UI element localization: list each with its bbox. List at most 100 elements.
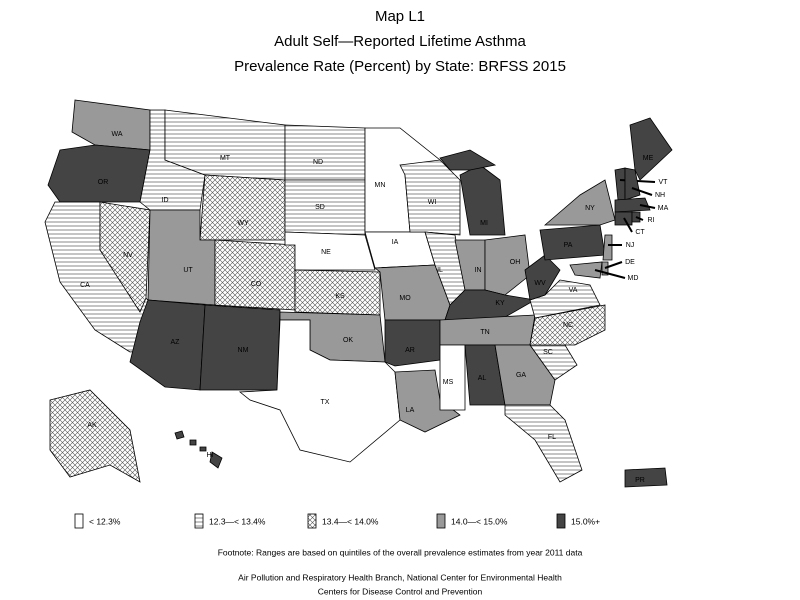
state-label: NV [123, 252, 133, 259]
state-label: WV [534, 280, 546, 287]
state-label: ID [162, 197, 169, 204]
footnote: Footnote: Ranges are based on quintiles … [218, 547, 583, 557]
state [494, 344, 556, 406]
state-label: TX [321, 399, 330, 406]
state-label: AK [87, 422, 97, 429]
state [47, 144, 151, 203]
state-label: OR [98, 179, 109, 186]
state-label: OH [510, 259, 521, 266]
state [49, 389, 141, 483]
state-label: NJ [626, 242, 635, 249]
state-label: WY [237, 220, 249, 227]
state [439, 344, 466, 411]
state-label: CO [251, 281, 262, 288]
states: WA OR CA NV ID MT WY UT CO AZ NM ND SD NE KS OK TX MN IA MO… [44, 99, 673, 488]
state [99, 201, 151, 313]
state-label: GA [516, 372, 526, 379]
legend-label: 13.4—< 14.0% [322, 516, 379, 526]
leader-line [639, 204, 656, 209]
state-label: NH [655, 192, 665, 199]
state [189, 439, 197, 446]
state-label: MT [220, 155, 231, 162]
state-label: VA [569, 287, 578, 294]
state-label: MA [658, 205, 669, 212]
state [284, 179, 366, 236]
state-label: MO [399, 295, 411, 302]
title: Adult Self—Reported Lifetime Asthma [274, 33, 526, 50]
state-label: ME [643, 155, 654, 162]
state-label: PR [635, 477, 645, 484]
state-label: MI [480, 220, 488, 227]
state-label: PA [564, 242, 573, 249]
state-label: TN [480, 329, 489, 336]
credit: Air Pollution and Respiratory Health Bra… [238, 572, 562, 582]
state-label: NY [585, 205, 595, 212]
state [624, 467, 668, 488]
state-label: OK [343, 337, 353, 344]
state-label: WA [111, 131, 122, 138]
state-label: CT [635, 229, 645, 236]
state [629, 117, 673, 181]
state [539, 224, 606, 261]
state [199, 446, 207, 452]
state-label: DE [625, 259, 635, 266]
state-label: FL [548, 434, 556, 441]
state-label: RI [648, 217, 655, 224]
state-label: KS [335, 293, 345, 300]
leader-line [604, 261, 623, 269]
state-label: IL [437, 267, 443, 274]
state-label: WI [428, 199, 437, 206]
state-label: AZ [171, 339, 181, 346]
state-label: ND [313, 159, 323, 166]
state-label: SC [543, 349, 553, 356]
legend-label: 12.3—< 13.4% [209, 516, 266, 526]
leader-line [594, 269, 626, 279]
state [238, 319, 401, 463]
leader-line [635, 216, 644, 221]
state-label: IN [475, 267, 482, 274]
state [614, 197, 651, 213]
legend-label: < 12.3% [89, 516, 121, 526]
state-label: SD [315, 204, 325, 211]
state-label: MS [443, 379, 454, 386]
state [602, 234, 613, 261]
state-label: NM [238, 347, 249, 354]
state [214, 239, 296, 311]
legend-swatch [194, 513, 204, 529]
state [484, 234, 531, 296]
state-label: IA [392, 239, 399, 246]
state [439, 149, 497, 171]
state [624, 167, 641, 201]
state-label: MN [375, 182, 386, 189]
state-label: AL [478, 375, 487, 382]
legend-swatch [74, 513, 84, 529]
state-label: HI [207, 452, 214, 459]
state [174, 430, 185, 440]
legend-swatch [307, 513, 317, 529]
state-label: LA [406, 407, 415, 414]
state [394, 369, 461, 433]
state [71, 99, 151, 151]
legend-label: 14.0—< 15.0% [451, 516, 508, 526]
state [529, 304, 606, 346]
state [504, 404, 583, 483]
state [614, 167, 626, 201]
legend-label: 15.0%+ [571, 516, 600, 526]
leader-line [631, 187, 653, 196]
state [399, 159, 461, 236]
state-label: AR [405, 347, 415, 354]
state-label: KY [495, 300, 505, 307]
title: Prevalence Rate (Percent) by State: BRFS… [234, 58, 566, 75]
state-label: VT [659, 179, 669, 186]
state [543, 179, 616, 226]
state-label: NE [321, 249, 331, 256]
leader-line [623, 217, 633, 233]
state [199, 174, 286, 241]
state-label: NC [563, 322, 573, 329]
state [524, 254, 561, 301]
state [284, 124, 366, 181]
legend-swatch [436, 513, 446, 529]
legend: < 12.3% 12.3—< 13.4% 13.4—< 14.0% 14.0—< 15… [74, 513, 600, 529]
